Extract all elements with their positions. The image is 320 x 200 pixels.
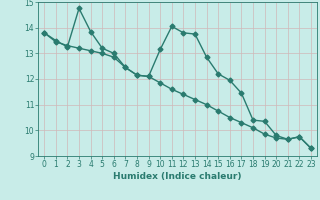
X-axis label: Humidex (Indice chaleur): Humidex (Indice chaleur): [113, 172, 242, 181]
